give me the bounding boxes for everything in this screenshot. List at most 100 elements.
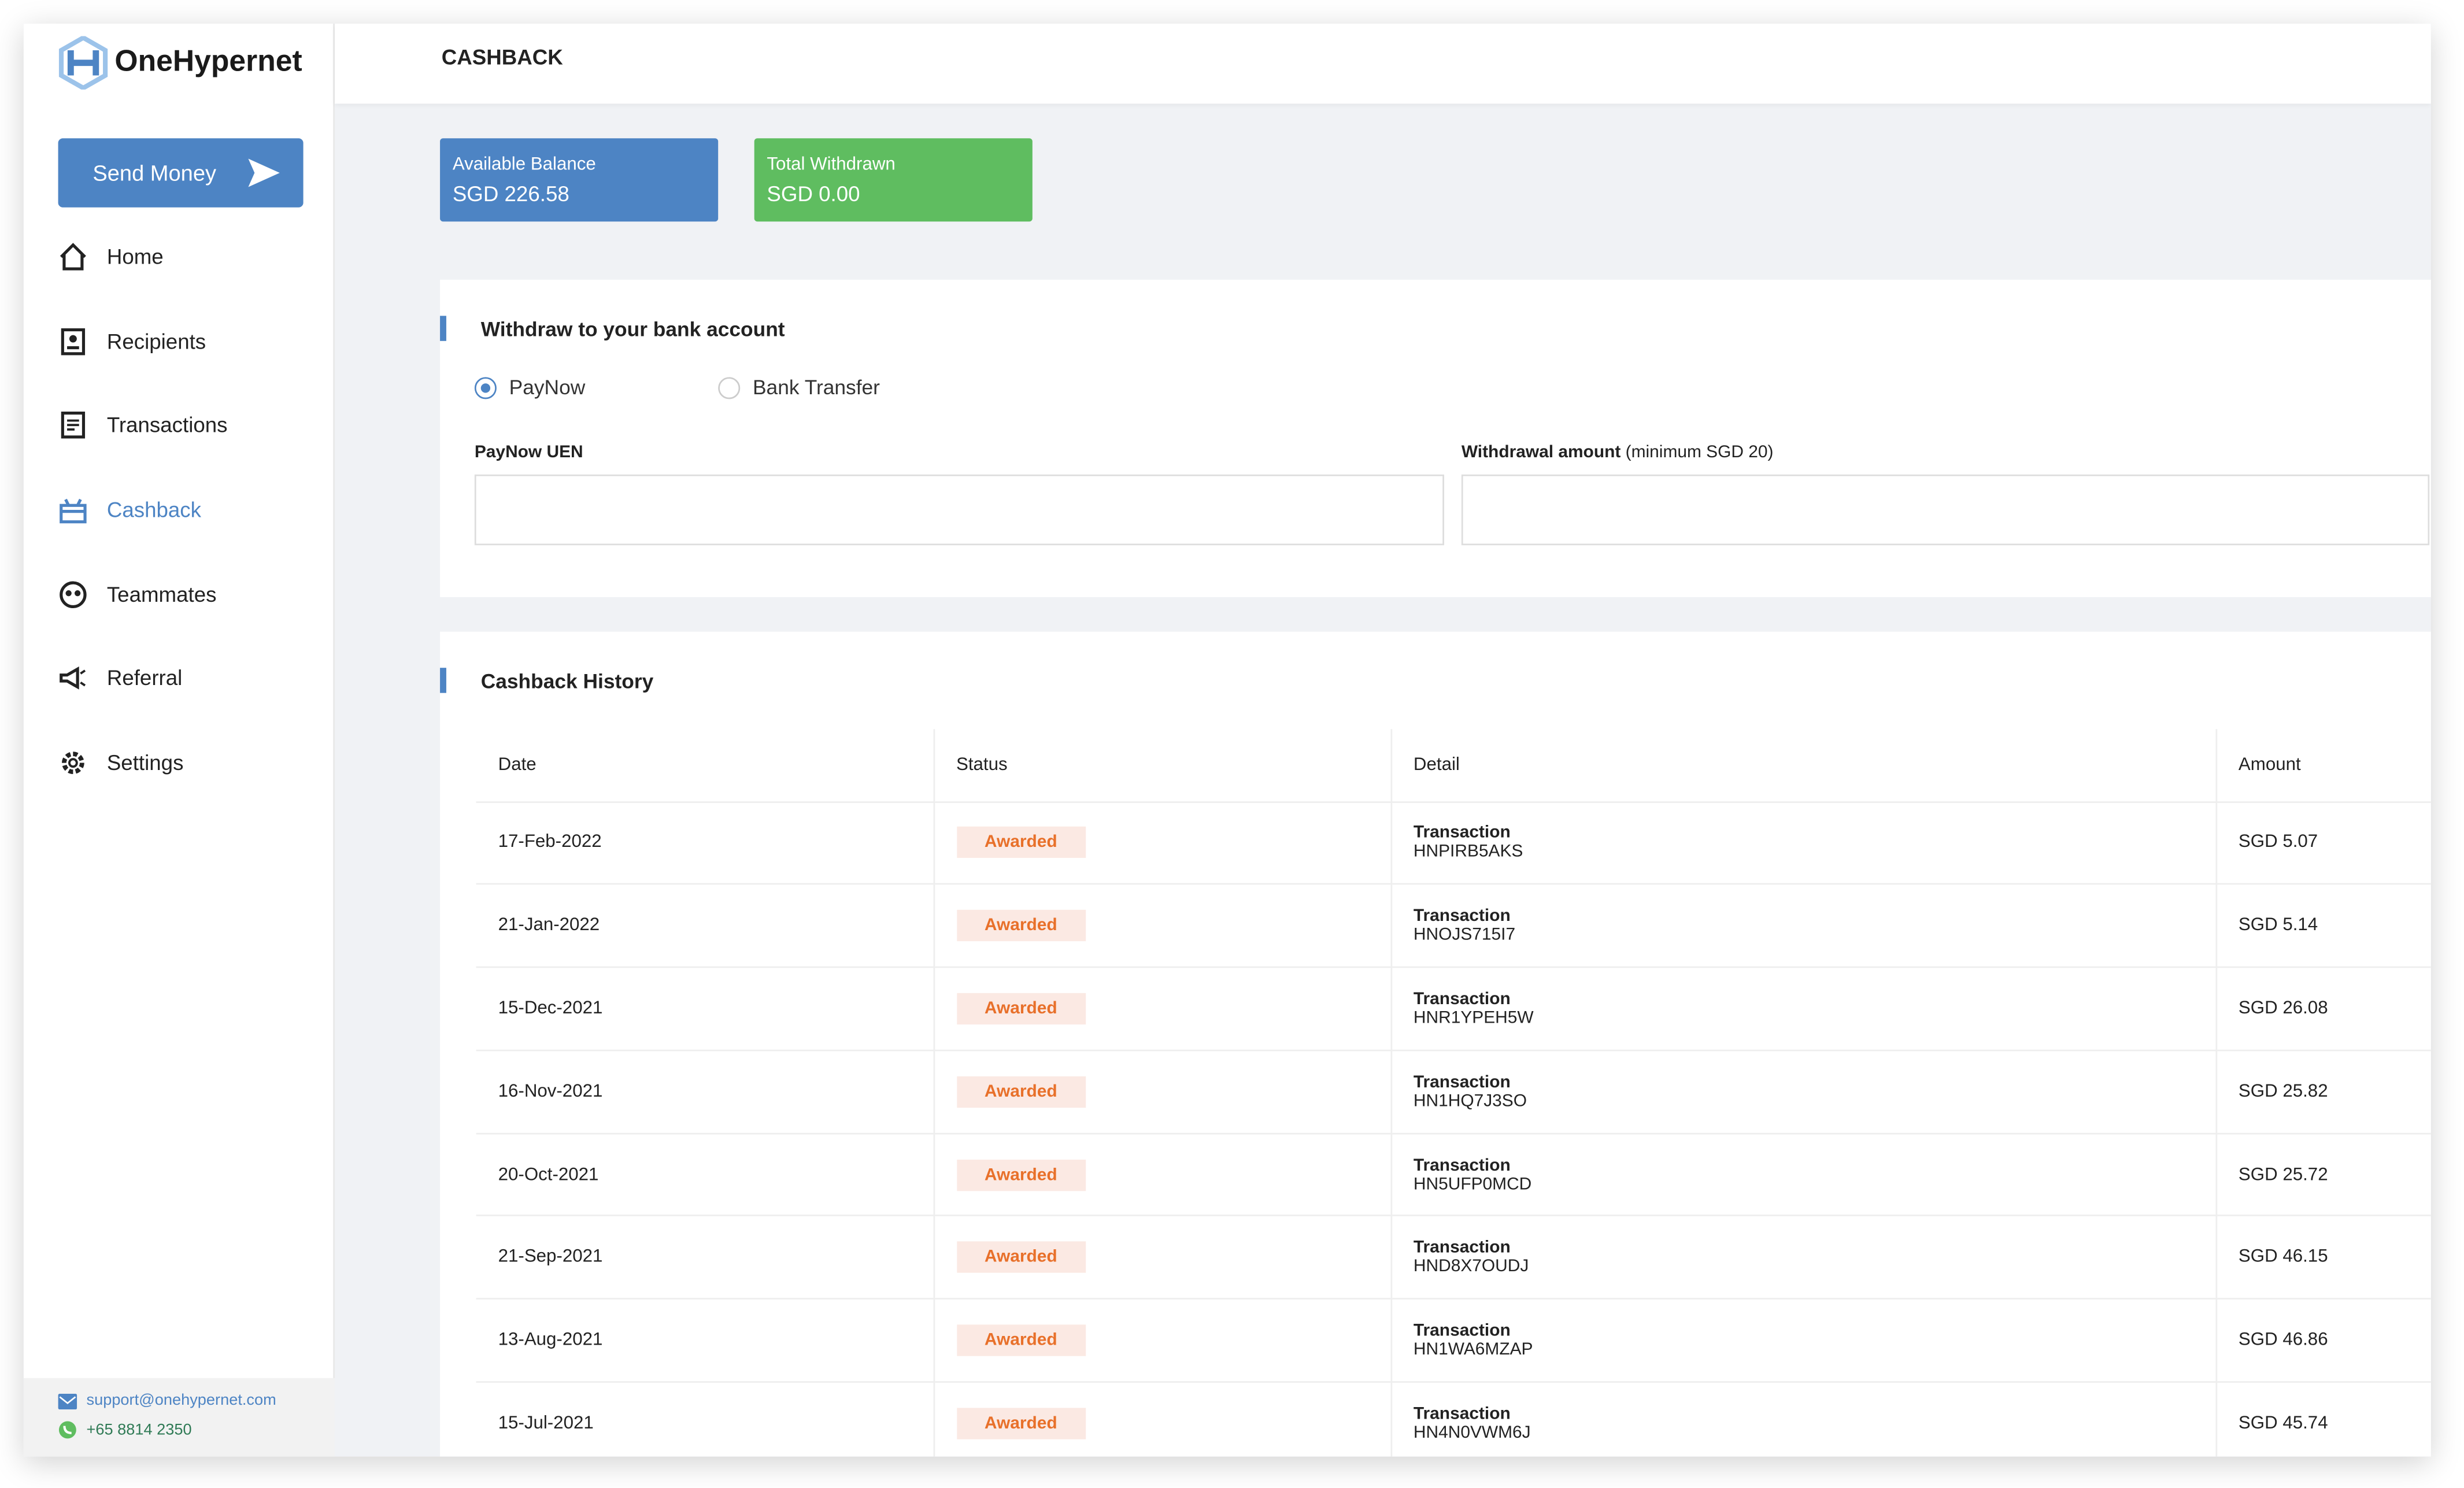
detail-id: HN4N0VWM6J <box>1413 1423 1531 1443</box>
radio-circle[interactable] <box>474 376 497 399</box>
available-balance-label: Available Balance <box>452 156 596 175</box>
withdraw-title: Withdraw to your bank account <box>480 317 785 341</box>
sidebar-item-cashback[interactable]: Cashback <box>58 495 201 525</box>
sidebar-item-home[interactable]: Home <box>58 242 164 272</box>
radio-label: PayNow <box>509 375 586 399</box>
nav-label: Recipients <box>106 330 206 354</box>
row-detail: Transaction HN1WA6MZAP <box>1390 1299 2217 1383</box>
table-row: 16-Nov-2021 Awarded Transaction HN1HQ7J3S… <box>476 1050 2431 1134</box>
radio-bank-transfer[interactable]: Bank Transfer <box>718 376 880 399</box>
megaphone-icon <box>60 666 86 690</box>
row-amount: SGD 25.82 <box>2215 1050 2431 1134</box>
nav-label: Cashback <box>106 498 202 522</box>
sidebar-item-recipients[interactable]: Recipients <box>58 327 206 357</box>
row-detail: Transaction HNPIRB5AKS <box>1390 801 2217 886</box>
row-status: Awarded <box>933 1299 1392 1383</box>
row-amount: SGD 5.14 <box>2215 884 2431 968</box>
table-row: 15-Dec-2021 Awarded Transaction HNR1YPEH5… <box>476 967 2431 1052</box>
status-badge: Awarded <box>956 1324 1086 1357</box>
radio-paynow[interactable]: PayNow <box>474 375 586 399</box>
column-detail[interactable]: Detail <box>1390 729 2217 802</box>
row-date: 16-Nov-2021 <box>476 1050 934 1134</box>
detail-type: Transaction <box>1413 990 1511 1009</box>
amount-hint: (minimum SGD 20) <box>1625 443 1774 462</box>
row-detail: Transaction HNOJS715I7 <box>1390 884 2217 968</box>
row-detail: Transaction HND8X7OUDJ <box>1390 1216 2217 1300</box>
column-date[interactable]: Date <box>476 729 934 802</box>
table-row: 15-Jul-2021 Awarded Transaction HN4N0VWM6… <box>476 1382 2431 1457</box>
row-date: 21-Jan-2022 <box>476 884 934 968</box>
sidebar-item-teammates[interactable]: Teammates <box>58 580 217 610</box>
sidebar-item-referral[interactable]: Referral <box>58 663 183 693</box>
send-money-label: Send Money <box>93 160 217 186</box>
sidebar-item-settings[interactable]: Settings <box>58 748 183 778</box>
hexagon-logo-icon <box>58 36 108 90</box>
row-amount: SGD 26.08 <box>2215 967 2431 1052</box>
detail-type: Transaction <box>1413 906 1511 926</box>
row-detail: Transaction HN4N0VWM6J <box>1390 1382 2217 1457</box>
app-window: OneHypernet Send Money Home Recipients T… <box>23 23 2431 1457</box>
row-detail: Transaction HNR1YPEH5W <box>1390 967 2217 1052</box>
nav-label: Teammates <box>106 583 217 607</box>
row-status: Awarded <box>933 1050 1392 1134</box>
cashback-history-table: Date Status Detail Amount 17-Feb-2022 Aw… <box>476 729 2431 1457</box>
sidebar-item-transactions[interactable]: Transactions <box>58 410 228 440</box>
paynow-uen-input[interactable] <box>474 474 1444 546</box>
row-amount: SGD 45.74 <box>2215 1382 2431 1457</box>
column-amount[interactable]: Amount <box>2215 729 2431 802</box>
row-amount: SGD 25.72 <box>2215 1133 2431 1217</box>
detail-type: Transaction <box>1413 824 1511 843</box>
column-status[interactable]: Status <box>933 729 1392 802</box>
status-badge: Awarded <box>956 993 1086 1025</box>
support-email-link[interactable]: support@onehypernet.com <box>58 1392 276 1409</box>
gift-icon <box>60 498 87 524</box>
send-money-button[interactable]: Send Money <box>58 138 304 208</box>
detail-id: HNR1YPEH5W <box>1413 1008 1534 1028</box>
detail-id: HN1WA6MZAP <box>1413 1341 1533 1360</box>
status-badge: Awarded <box>956 1076 1086 1108</box>
page-header: CASHBACK <box>334 23 2431 104</box>
row-amount: SGD 46.86 <box>2215 1299 2431 1383</box>
nav-label: Transactions <box>106 413 228 437</box>
mail-icon <box>58 1393 77 1409</box>
status-badge: Awarded <box>956 1158 1086 1191</box>
detail-id: HN1HQ7J3SO <box>1413 1091 1527 1111</box>
status-badge: Awarded <box>956 910 1086 942</box>
row-date: 17-Feb-2022 <box>476 801 934 886</box>
row-status: Awarded <box>933 967 1392 1052</box>
detail-id: HNOJS715I7 <box>1413 926 1516 945</box>
withdrawal-amount-input[interactable] <box>1461 474 2430 546</box>
support-phone-link[interactable]: +65 8814 2350 <box>58 1420 192 1439</box>
row-detail: Transaction HN1HQ7J3SO <box>1390 1050 2217 1134</box>
row-status: Awarded <box>933 1133 1392 1217</box>
row-date: 13-Aug-2021 <box>476 1299 934 1383</box>
section-accent <box>440 316 446 341</box>
nav-label: Home <box>106 245 164 269</box>
whatsapp-icon <box>58 1421 76 1439</box>
amount-label: Withdrawal amount (minimum SGD 20) <box>1462 443 1774 462</box>
row-status: Awarded <box>933 884 1392 968</box>
table-header: Date Status Detail Amount <box>476 729 2431 802</box>
support-footer: support@onehypernet.com +65 8814 2350 <box>23 1378 335 1457</box>
detail-type: Transaction <box>1413 1322 1511 1341</box>
support-email: support@onehypernet.com <box>86 1392 276 1410</box>
logo[interactable]: OneHypernet <box>58 36 302 90</box>
detail-type: Transaction <box>1413 1072 1511 1092</box>
table-row: 21-Sep-2021 Awarded Transaction HND8X7OUD… <box>476 1216 2431 1300</box>
people-icon <box>60 581 87 609</box>
total-withdrawn-label: Total Withdrawn <box>767 156 896 175</box>
detail-type: Transaction <box>1413 1156 1511 1175</box>
gear-icon <box>62 752 84 775</box>
row-date: 15-Jul-2021 <box>476 1382 934 1457</box>
total-withdrawn-value: SGD 0.00 <box>767 182 860 206</box>
row-status: Awarded <box>933 1382 1392 1457</box>
radio-circle[interactable] <box>718 376 741 399</box>
row-amount: SGD 46.15 <box>2215 1216 2431 1300</box>
contact-book-icon <box>61 328 86 356</box>
history-title: Cashback History <box>480 669 654 693</box>
send-icon <box>248 158 280 187</box>
receipt-icon <box>61 412 86 439</box>
status-badge: Awarded <box>956 827 1086 859</box>
nav-label: Referral <box>106 666 183 690</box>
row-detail: Transaction HN5UFP0MCD <box>1390 1133 2217 1217</box>
